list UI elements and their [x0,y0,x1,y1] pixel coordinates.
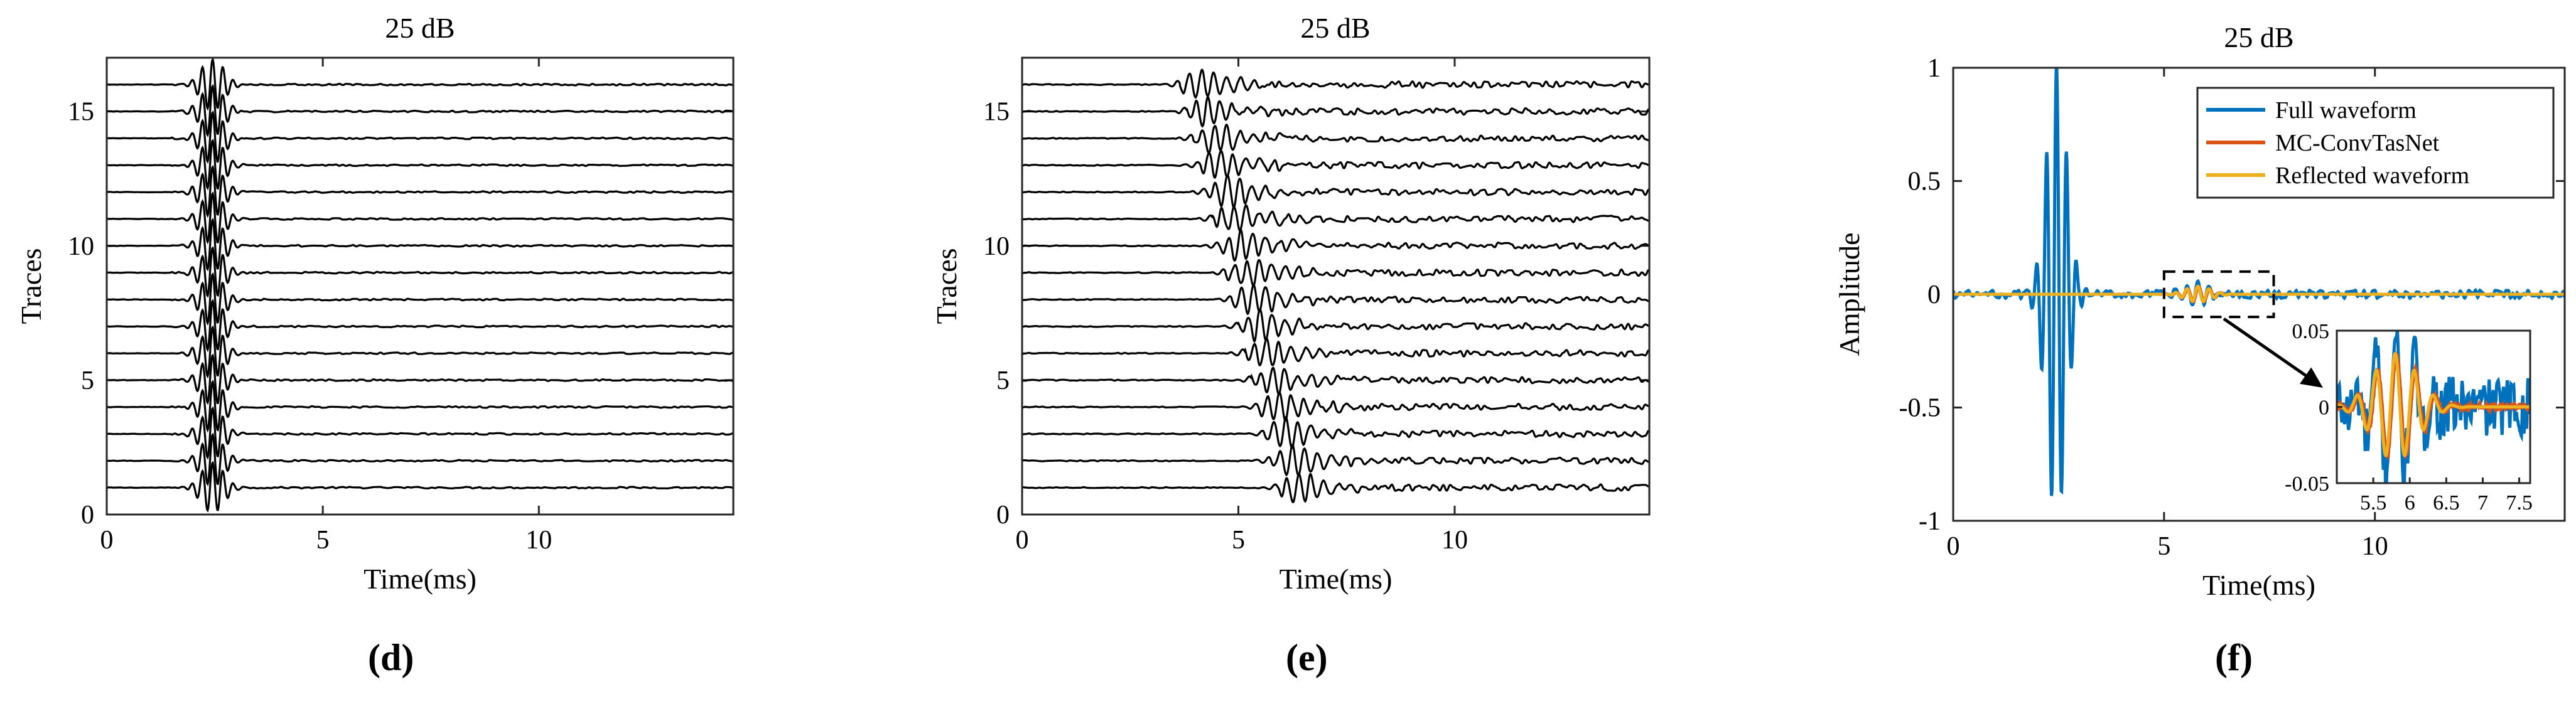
panel-d: 0 5 10 0 5 10 15 25 dB Time(ms) Traces (d) [15,12,735,678]
trace-line [107,380,733,433]
x-axis-label: Time(ms) [1280,563,1393,595]
trace-line [107,406,733,460]
inset-x-tick-label: 7.5 [2506,491,2533,515]
y-tick-label: 5 [81,366,94,395]
trace-line [1022,259,1649,287]
trace-line [1022,443,1649,477]
legend: Full waveform MC-ConvTasNet Reflected wave… [2196,87,2555,199]
x-tick-label: 5 [2157,532,2170,561]
trace-line [107,139,733,191]
trace-line [107,353,733,405]
x-tick-label: 10 [1442,526,1468,555]
y-axis-label: Traces [930,248,962,324]
inset-lines [2337,331,2530,483]
trace-line [107,299,733,353]
trace-line [1022,366,1649,396]
plot-frame [1021,56,1651,516]
panel-e: 0 5 10 0 5 10 15 25 dB Time(ms) Traces (e) [930,12,1651,678]
series-reflected-waveform [1953,284,2565,304]
x-tick-label: 10 [525,526,552,555]
y-axis-label: Amplitude [1833,233,1865,356]
y-tick-label: 0 [996,501,1010,530]
trace-line [1022,149,1649,179]
y-tick-label: 0.5 [1908,168,1941,196]
y-tick-label: -0.5 [1899,394,1941,423]
inset-x-tick-label: 6 [2405,491,2415,515]
legend-label: Full waveform [2275,97,2417,124]
inset-y-tick-label: 0.05 [2292,320,2330,343]
y-tick-label: 10 [68,232,94,261]
panel-f: 0 5 10 -1 -0.5 0 0.5 1 25 dB Time(ms) Amplitude (f)… [1833,21,2566,678]
trace-line [107,110,733,164]
trace-line [1022,391,1649,422]
x-tick-label: 5 [1232,526,1245,555]
inset-y-tick-label: -0.05 [2285,472,2329,496]
trace-line [107,58,733,111]
trace-line [1022,338,1649,366]
plot-frame [105,56,735,516]
zoom-arrow-head [2299,367,2323,388]
x-tick-label: 0 [100,526,114,555]
trace-line [1022,174,1649,210]
y-tick-label: 15 [983,98,1010,127]
inset-x-tick-label: 6.5 [2433,491,2460,515]
trace-line [107,218,733,272]
y-tick-label: 0 [1927,280,1941,309]
trace-line [107,461,733,513]
inset-y-tick-label: 0 [2319,397,2329,420]
trace-line [107,432,733,486]
trace-line [1022,415,1649,449]
trace-line [107,191,733,245]
series-group [1953,68,2565,496]
x-tick-label: 5 [316,526,330,555]
trace-line [1022,284,1649,316]
chart-title: 25 dB [2224,21,2293,53]
trace-line [1022,68,1649,99]
trace-line [107,246,733,298]
panel-label: (e) [1286,637,1328,678]
y-tick-label: 1 [1927,54,1941,83]
x-tick-label: 10 [2362,532,2388,561]
y-axis-label: Traces [15,248,47,324]
trace-line [107,272,733,326]
panel-label: (f) [2215,637,2253,678]
trace-line [1022,204,1649,232]
chart-title: 25 dB [1300,12,1370,44]
traces [1022,68,1649,504]
trace-line [1022,308,1649,344]
trace-line [1022,123,1649,155]
trace-line [107,83,733,137]
x-tick-label: 0 [1947,532,1960,561]
y-tick-label: 0 [81,501,94,530]
inset: 5.5 6 6.5 7 7.5 -0.05 0 0.05 [2285,320,2533,515]
y-tick-label: 15 [68,98,94,127]
inset-reflected-waveform [2337,351,2530,458]
legend-label: MC-ConvTasNet [2275,130,2440,156]
trace-line [1022,228,1649,262]
x-axis-label: Time(ms) [2202,569,2315,601]
legend-label: Reflected waveform [2275,163,2469,189]
trace-line [1022,472,1649,504]
trace-line [107,164,733,218]
y-tick-label: 5 [996,366,1010,395]
zoom-box [2162,270,2275,319]
x-tick-label: 0 [1016,526,1029,555]
plot-frame [1952,67,2566,522]
trace-line [1022,96,1649,128]
y-tick-label: -1 [1919,507,1941,536]
trace-line [107,325,733,379]
x-axis-label: Time(ms) [364,563,477,595]
y-tick-label: 10 [983,232,1010,261]
traces [107,58,733,513]
zoom-arrow [2223,317,2313,381]
panel-label: (d) [368,637,414,678]
inset-x-tick-label: 7 [2477,491,2488,515]
inset-x-tick-label: 5.5 [2360,491,2387,515]
chart-title: 25 dB [385,12,455,44]
